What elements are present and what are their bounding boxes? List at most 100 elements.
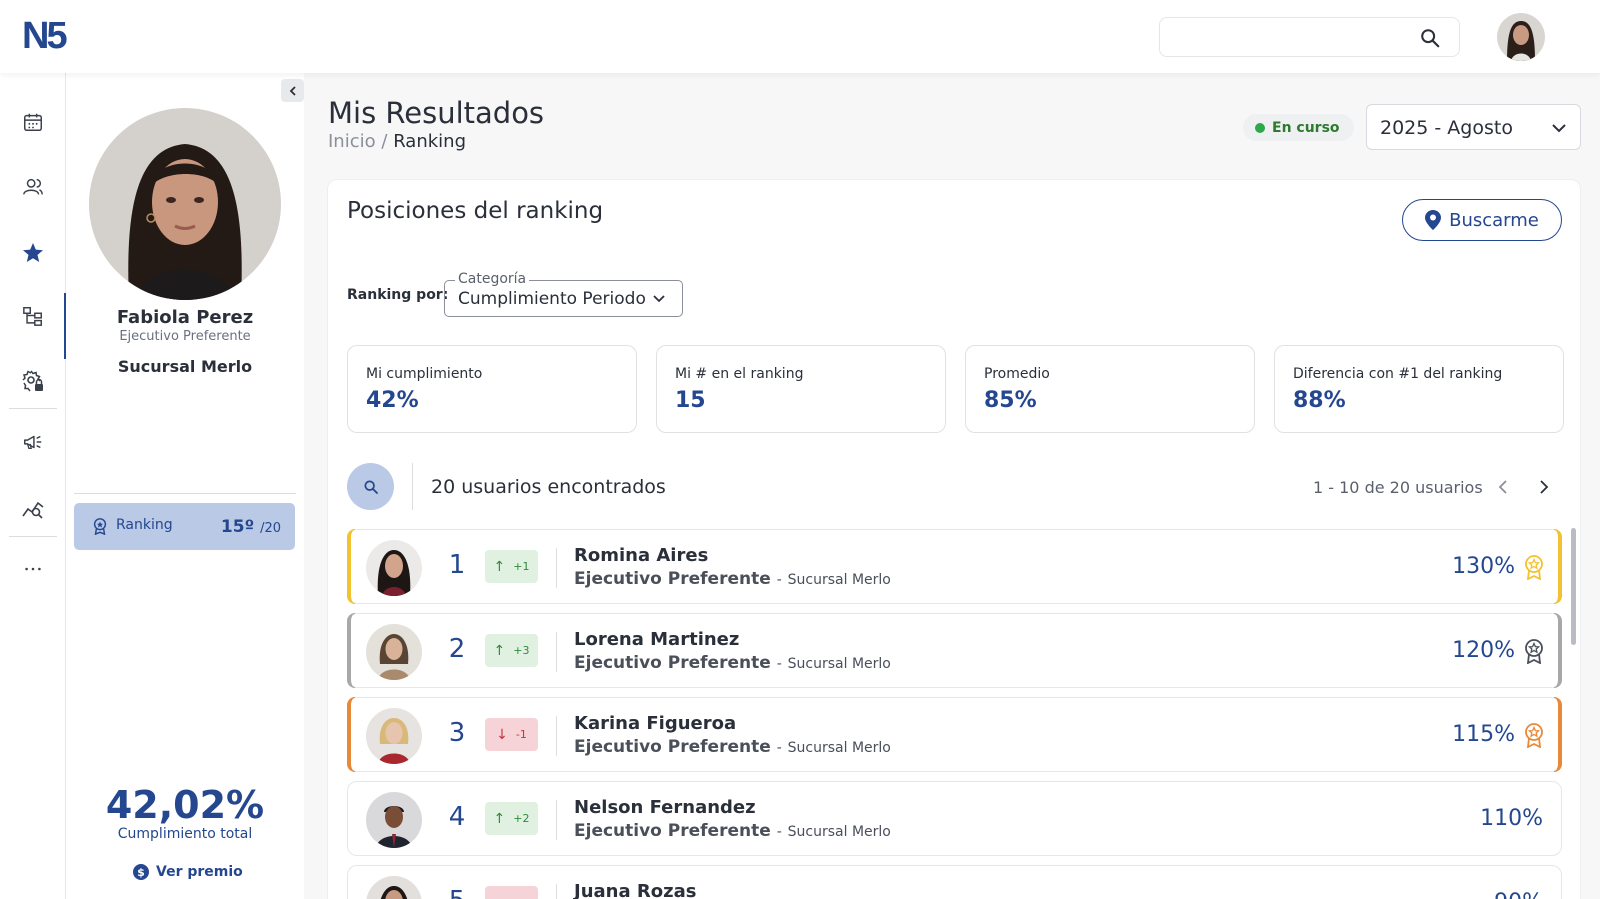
arrow-down-icon: ↓ (496, 726, 508, 743)
rank-number: 4 (448, 802, 466, 832)
user-name: Nelson Fernandez (574, 797, 756, 818)
gold-award-icon (1525, 555, 1543, 580)
status-badge: En curso (1243, 114, 1354, 141)
calendar-icon[interactable] (19, 108, 47, 136)
breadcrumb: Inicio / Ranking (328, 131, 466, 152)
user-avatar[interactable] (1497, 13, 1545, 61)
rank-number: 2 (448, 634, 466, 664)
chart-search-icon[interactable] (19, 494, 47, 522)
bronze-award-icon (1525, 723, 1543, 748)
rank-delta-badge: ↑ +3 (485, 634, 538, 667)
search-input[interactable] (1159, 17, 1460, 57)
results-count: 20 usuarios encontrados (431, 476, 666, 498)
ranking-by-label: Ranking por: (347, 287, 449, 303)
star-icon[interactable] (19, 239, 47, 267)
breadcrumb-home[interactable]: Inicio (328, 131, 376, 152)
silver-accent (1554, 613, 1562, 688)
avatar (366, 876, 422, 899)
users-icon[interactable] (19, 173, 47, 201)
period-select[interactable]: 2025 - Agosto (1366, 104, 1581, 150)
rank-delta-badge: ↑ +2 (485, 802, 538, 835)
rank-number: 3 (448, 718, 466, 748)
user-role: Ejecutivo Preferente - Sucursal Merlo (574, 569, 891, 589)
profile-role: Ejecutivo Preferente (119, 329, 251, 344)
app-logo[interactable]: N5 (22, 15, 68, 57)
breadcrumb-current: Ranking (393, 131, 466, 152)
silver-award-icon (1525, 639, 1543, 664)
search-icon[interactable] (1419, 27, 1441, 49)
divider (556, 632, 557, 672)
view-prize-link[interactable]: $ Ver premio (133, 864, 243, 880)
top-bar: N5 (0, 0, 1600, 73)
user-name: Lorena Martinez (574, 629, 740, 650)
gold-accent (1554, 529, 1562, 604)
find-me-button[interactable]: Buscarme (1402, 199, 1562, 241)
silver-accent (347, 613, 355, 688)
breadcrumb-separator: / (381, 131, 388, 152)
nav-rail (0, 73, 66, 899)
ranking-row[interactable]: 4 ↑ +2 Nelson Fernandez Ejecutivo Prefere… (347, 781, 1562, 856)
ranking-row[interactable]: 2 ↑ +3 Lorena Martinez Ejecutivo Preferen… (347, 613, 1562, 688)
rank-delta-badge (485, 886, 538, 899)
award-icon (93, 518, 107, 535)
rank-delta-badge: ↓ -1 (485, 718, 538, 751)
category-select[interactable]: Categoría Cumplimiento Periodo (444, 271, 683, 317)
bronze-accent (347, 697, 355, 772)
divider (556, 884, 557, 899)
user-name: Juana Rozas (574, 881, 697, 899)
arrow-up-icon: ↑ (493, 810, 506, 827)
ranking-position: 15º /20 (220, 517, 281, 537)
divider (556, 716, 557, 756)
user-percentage: 90% (1494, 890, 1543, 899)
total-compliance-value: 42,02% (105, 783, 265, 827)
avatar (366, 624, 422, 680)
ranking-row[interactable]: 5 Juana Rozas 90% (347, 865, 1562, 899)
avatar (366, 540, 422, 596)
search-icon (363, 479, 378, 494)
divider (556, 548, 557, 588)
settings-lock-icon[interactable] (19, 367, 47, 395)
user-percentage: 115% (1452, 722, 1515, 747)
avatar (366, 708, 422, 764)
user-name: Romina Aires (574, 545, 709, 566)
user-role: Ejecutivo Preferente - Sucursal Merlo (574, 821, 891, 841)
chevron-left-icon (289, 85, 296, 96)
megaphone-icon[interactable] (19, 428, 47, 456)
ranking-row[interactable]: 1 ↑ +1 Romina Aires Ejecutivo Preferente … (347, 529, 1562, 604)
location-pin-icon (1425, 210, 1442, 230)
arrow-up-icon: ↑ (493, 642, 506, 659)
scrollbar[interactable] (1571, 528, 1576, 645)
stat-diff-first: Diferencia con #1 del ranking 88% (1274, 345, 1564, 433)
bronze-accent (1554, 697, 1562, 772)
user-percentage: 120% (1452, 638, 1515, 663)
category-value: Cumplimiento Periodo (458, 289, 646, 309)
chevron-left-icon[interactable] (1495, 478, 1513, 496)
chevron-right-icon[interactable] (1534, 478, 1552, 496)
rank-number: 5 (444, 886, 470, 899)
user-name: Karina Figueroa (574, 713, 737, 734)
dollar-icon: $ (133, 864, 149, 880)
rank-delta-badge: ↑ +1 (485, 550, 538, 583)
collapse-panel-button[interactable] (281, 79, 304, 102)
total-compliance-label: Cumplimiento total (117, 826, 253, 842)
rail-divider (9, 536, 57, 537)
profile-branch: Sucursal Merlo (117, 357, 253, 376)
stat-my-position: Mi # en el ranking 15 (656, 345, 946, 433)
org-chart-icon[interactable] (19, 302, 47, 330)
avatar (366, 792, 422, 848)
ranking-row[interactable]: 3 ↓ -1 Karina Figueroa Ejecutivo Preferen… (347, 697, 1562, 772)
active-indicator (64, 293, 66, 359)
divider (412, 463, 413, 510)
profile-photo (89, 108, 281, 300)
status-dot-icon (1255, 122, 1265, 133)
more-icon[interactable] (19, 555, 47, 583)
user-percentage: 110% (1480, 806, 1543, 831)
divider (556, 800, 557, 840)
ranking-summary-card[interactable]: Ranking 15º /20 (74, 503, 295, 550)
page-title: Mis Resultados (328, 96, 545, 130)
search-users-button[interactable] (347, 463, 394, 510)
stat-my-compliance: Mi cumplimiento 42% (347, 345, 637, 433)
card-title: Posiciones del ranking (347, 198, 604, 224)
rank-number: 1 (448, 550, 466, 580)
user-percentage: 130% (1452, 554, 1515, 579)
